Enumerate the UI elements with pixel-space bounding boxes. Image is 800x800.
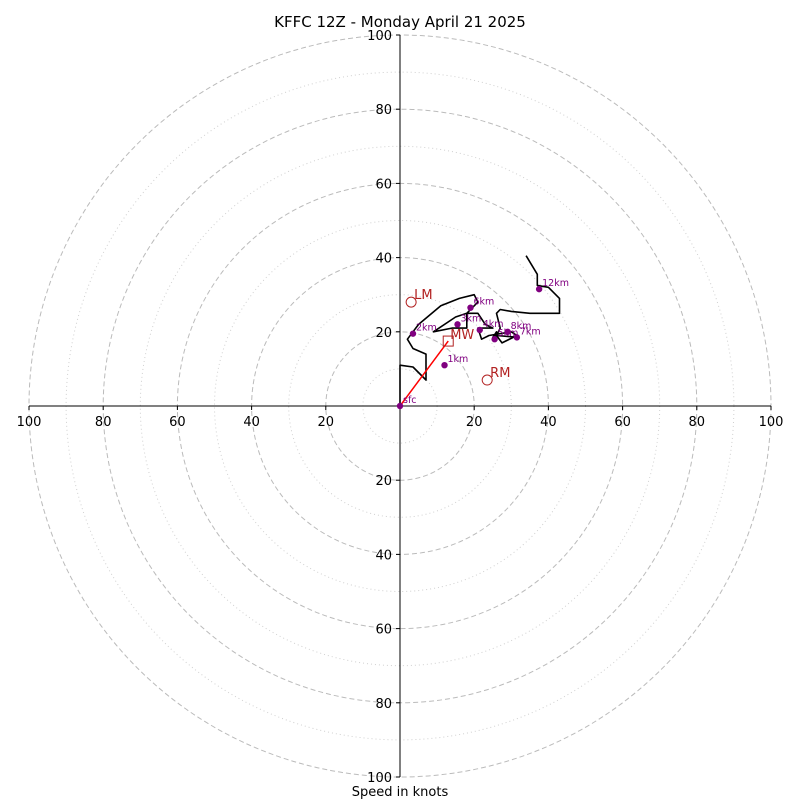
height-marker-label: sfc (403, 395, 417, 406)
height-marker-label: 6km (473, 297, 494, 308)
height-marker-label: 3km (461, 313, 482, 324)
y-tick-label: 40 (375, 548, 392, 563)
x-tick-label: 80 (689, 415, 706, 430)
height-markers: sfc1km2km3km4km5km6km7km8km12km (396, 278, 569, 410)
mean-wind-vector (399, 340, 449, 407)
hodograph-line (399, 255, 561, 406)
height-marker-point (467, 304, 474, 311)
x-tick-label: 40 (540, 415, 557, 430)
y-tick-label: 100 (367, 771, 392, 786)
storm-motion-label: LM (414, 288, 432, 303)
height-marker-point (513, 334, 521, 341)
height-marker-point (454, 321, 461, 328)
hodograph-trace (399, 255, 561, 406)
x-axis-label: Speed in knots (352, 785, 449, 800)
height-marker-point (504, 328, 511, 335)
storm-motion-label: RM (490, 366, 510, 381)
x-tick-label: 20 (466, 415, 483, 430)
storm-motion-marker (481, 374, 493, 386)
x-tick-label: 80 (95, 415, 112, 430)
height-marker-label: 7km (520, 326, 541, 337)
x-tick-label: 40 (243, 415, 260, 430)
storm-motion-marker (405, 296, 417, 308)
height-marker-label: 1km (448, 354, 469, 365)
x-tick-label: 20 (318, 415, 335, 430)
y-tick-label: 100 (367, 29, 392, 44)
storm-motion-markers: LM RM (405, 288, 510, 386)
y-tick-label: 20 (375, 326, 392, 341)
tick-labels: 100 80 60 40 20 20 40 60 80 100 100 80 60 40 20 20 40 60 8… (17, 29, 784, 786)
wind-vectors: MW (399, 328, 474, 407)
y-tick-label: 40 (375, 252, 392, 267)
height-marker-point (396, 402, 404, 410)
y-tick-label: 60 (375, 623, 392, 638)
height-marker-point (476, 326, 483, 334)
x-tick-label: 60 (614, 415, 631, 430)
chart-title: KFFC 12Z - Monday April 21 2025 (274, 13, 526, 31)
x-tick-label: 100 (759, 415, 784, 430)
y-tick-label: 80 (375, 103, 392, 118)
y-tick-label: 80 (375, 697, 392, 712)
height-marker-point (491, 336, 498, 343)
height-marker-label: 8km (511, 321, 532, 332)
x-tick-label: 100 (17, 415, 42, 430)
y-tick-label: 20 (375, 474, 392, 489)
height-marker-point (441, 361, 448, 369)
height-marker-point (535, 285, 543, 293)
mean-wind-label: MW (450, 328, 474, 343)
height-marker-label: 12km (542, 278, 569, 289)
y-tick-label: 60 (375, 177, 392, 192)
height-marker-label: 4km (483, 319, 504, 330)
height-marker-label: 2km (416, 323, 437, 334)
x-tick-label: 60 (169, 415, 186, 430)
mean-wind-marker (442, 335, 454, 347)
height-marker-point (409, 330, 417, 337)
